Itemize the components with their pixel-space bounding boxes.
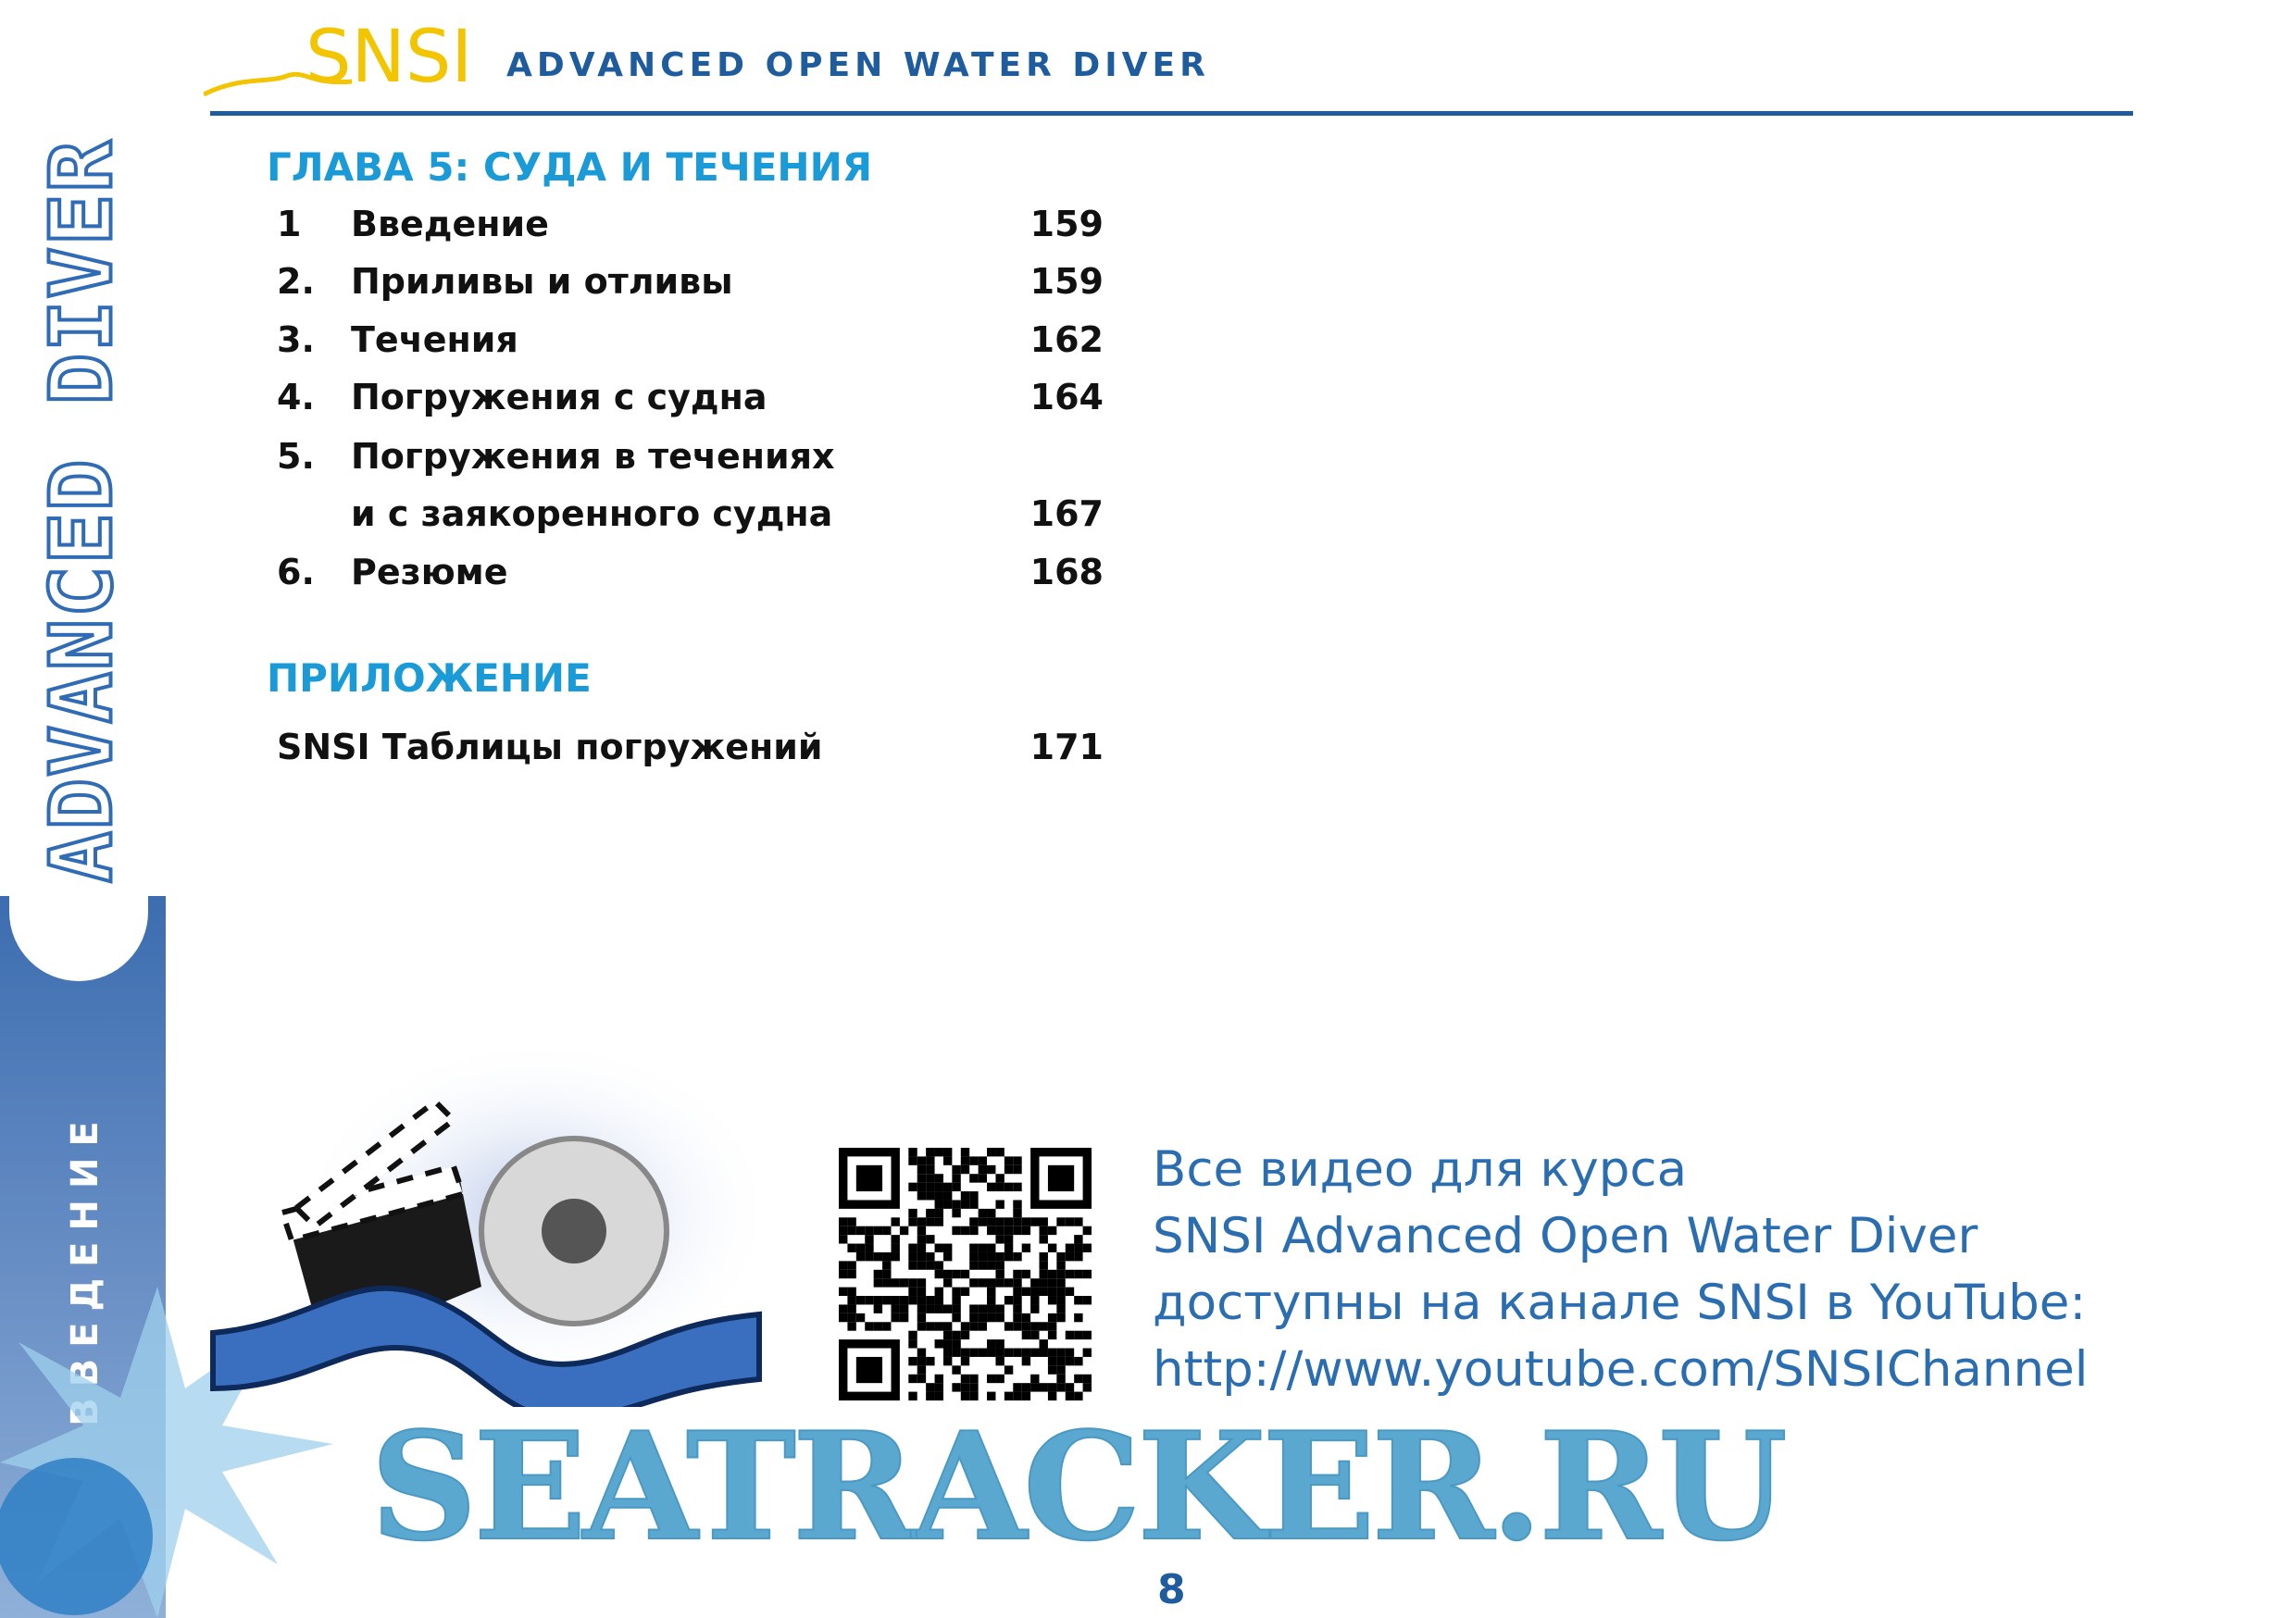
toc-page: 171 xyxy=(1029,727,1104,767)
toc-row[interactable]: и с заякоренного судна 167 xyxy=(277,493,1104,540)
toc-page: 162 xyxy=(1029,319,1104,360)
toc-num: 6. xyxy=(277,552,315,592)
toc-title: Погружения в течениях xyxy=(351,436,835,477)
toc-title: Погружения с судна xyxy=(351,377,767,417)
toc-title: и с заякоренного судна xyxy=(351,493,833,534)
toc-num: 1 xyxy=(277,204,302,244)
toc-num: 5. xyxy=(277,436,315,477)
toc-page: 168 xyxy=(1029,552,1104,592)
toc-title: Приливы и отливы xyxy=(351,261,733,302)
header-title: ADVANCED OPEN WATER DIVER xyxy=(506,46,1210,84)
toc-row[interactable]: 2. Приливы и отливы 159 xyxy=(277,261,1104,307)
toc-title: Течения xyxy=(351,319,518,360)
watermark: SEATRACKER.RU xyxy=(369,1400,1789,1574)
film-strip-icon xyxy=(210,1285,762,1407)
toc-page: 164 xyxy=(1029,377,1104,417)
toc-row[interactable]: 5. Погружения в течениях xyxy=(277,436,1104,482)
toc-num: 3. xyxy=(277,319,315,360)
toc-row[interactable]: 1 Введение 159 xyxy=(277,204,1104,250)
video-info: Все видео для курса SNSI Advanced Open W… xyxy=(1153,1137,2088,1403)
toc-page: 167 xyxy=(1029,493,1104,534)
toc-row[interactable]: SNSI Таблицы погружений 171 xyxy=(277,727,1104,773)
video-line: SNSI Advanced Open Water Diver xyxy=(1153,1208,1978,1264)
snsi-logo: SNSI xyxy=(202,16,509,102)
toc-title: Введение xyxy=(351,204,549,244)
film-clapper-reel-graphic xyxy=(210,1046,778,1407)
toc-page: 159 xyxy=(1029,261,1104,302)
appendix-title: ПРИЛОЖЕНИЕ xyxy=(267,655,592,701)
toc-row[interactable]: 6. Резюме 168 xyxy=(277,552,1104,598)
toc-num: 2. xyxy=(277,261,315,302)
toc-row[interactable]: 3. Течения 162 xyxy=(277,319,1104,366)
header-divider xyxy=(210,111,2133,116)
toc-page: 159 xyxy=(1029,204,1104,244)
toc-num: 4. xyxy=(277,377,315,417)
video-line: Все видео для курса xyxy=(1153,1141,1688,1198)
youtube-link[interactable]: http://www.youtube.com/SNSIChannel xyxy=(1153,1341,2089,1398)
toc-title: Резюме xyxy=(351,552,508,592)
sidebar-notch xyxy=(9,870,148,981)
globe-icon xyxy=(0,1458,153,1615)
toc-row[interactable]: 4. Погружения с судна 164 xyxy=(277,377,1104,423)
toc-title: SNSI Таблицы погружений xyxy=(277,727,823,767)
video-line: доступны на канале SNSI в YouTube: xyxy=(1153,1275,2087,1331)
logo-text: SNSI xyxy=(306,19,472,99)
chapter-title: ГЛАВА 5: СУДА И ТЕЧЕНИЯ xyxy=(267,144,873,190)
qr-code[interactable] xyxy=(839,1148,1092,1400)
sidebar-vertical-title: ADVANCED DIVER xyxy=(31,137,133,884)
page-number: 8 xyxy=(1157,1566,1186,1613)
